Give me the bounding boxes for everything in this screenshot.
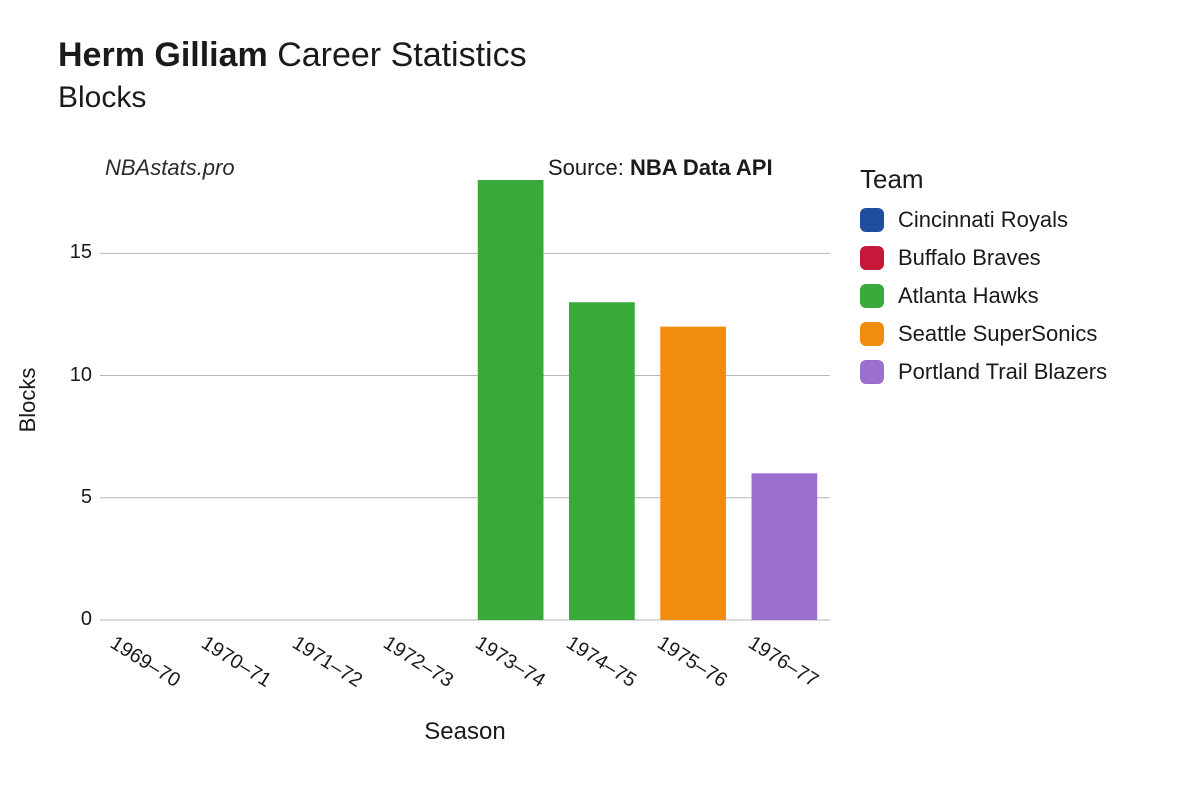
legend-label: Buffalo Braves [898,245,1041,271]
legend-swatch [860,360,884,384]
legend-item: Seattle SuperSonics [860,321,1107,347]
watermark-text: NBAstats.pro [105,155,235,181]
x-tick-label: 1976–77 [744,632,822,693]
legend-label: Seattle SuperSonics [898,321,1097,347]
legend-label: Cincinnati Royals [898,207,1068,233]
bar [752,473,818,620]
legend-title: Team [860,164,1107,195]
legend-swatch [860,322,884,346]
x-tick-label: 1971–72 [288,632,366,693]
title-line-1: Herm Gilliam Career Statistics [58,34,527,77]
x-tick-label: 1970–71 [197,632,275,693]
x-tick-label: 1973–74 [470,632,548,693]
source-name: NBA Data API [630,155,773,180]
x-tick-label: 1975–76 [653,632,731,693]
x-tick-label: 1969–70 [105,632,183,693]
source-line: Source: NBA Data API [548,155,773,181]
bar [569,302,635,620]
legend-label: Atlanta Hawks [898,283,1039,309]
title-suffix: Career Statistics [277,36,526,74]
legend-item: Buffalo Braves [860,245,1107,271]
legend-item: Cincinnati Royals [860,207,1107,233]
title-metric: Blocks [58,81,527,115]
x-tick-label: 1972–73 [379,632,457,693]
x-axis-label: Season [424,718,505,746]
chart-container: Herm Gilliam Career Statistics Blocks NB… [0,0,1200,800]
y-tick-label: 10 [64,364,92,387]
y-tick-label: 5 [64,486,92,509]
legend-item: Portland Trail Blazers [860,359,1107,385]
bar [660,327,726,620]
title-block: Herm Gilliam Career Statistics Blocks [58,34,527,115]
legend-swatch [860,284,884,308]
bar-chart-svg [100,180,830,620]
bar [478,180,544,620]
legend-swatch [860,208,884,232]
y-tick-label: 0 [64,608,92,631]
legend-label: Portland Trail Blazers [898,359,1107,385]
x-tick-label: 1974–75 [562,632,640,693]
legend-item: Atlanta Hawks [860,283,1107,309]
player-name: Herm Gilliam [58,36,268,74]
legend: Team Cincinnati Royals Buffalo Braves Atla… [860,164,1107,397]
legend-swatch [860,246,884,270]
y-axis-label: Blocks [15,368,41,433]
y-tick-label: 15 [64,241,92,264]
plot-area [100,180,830,620]
source-prefix: Source: [548,155,630,180]
